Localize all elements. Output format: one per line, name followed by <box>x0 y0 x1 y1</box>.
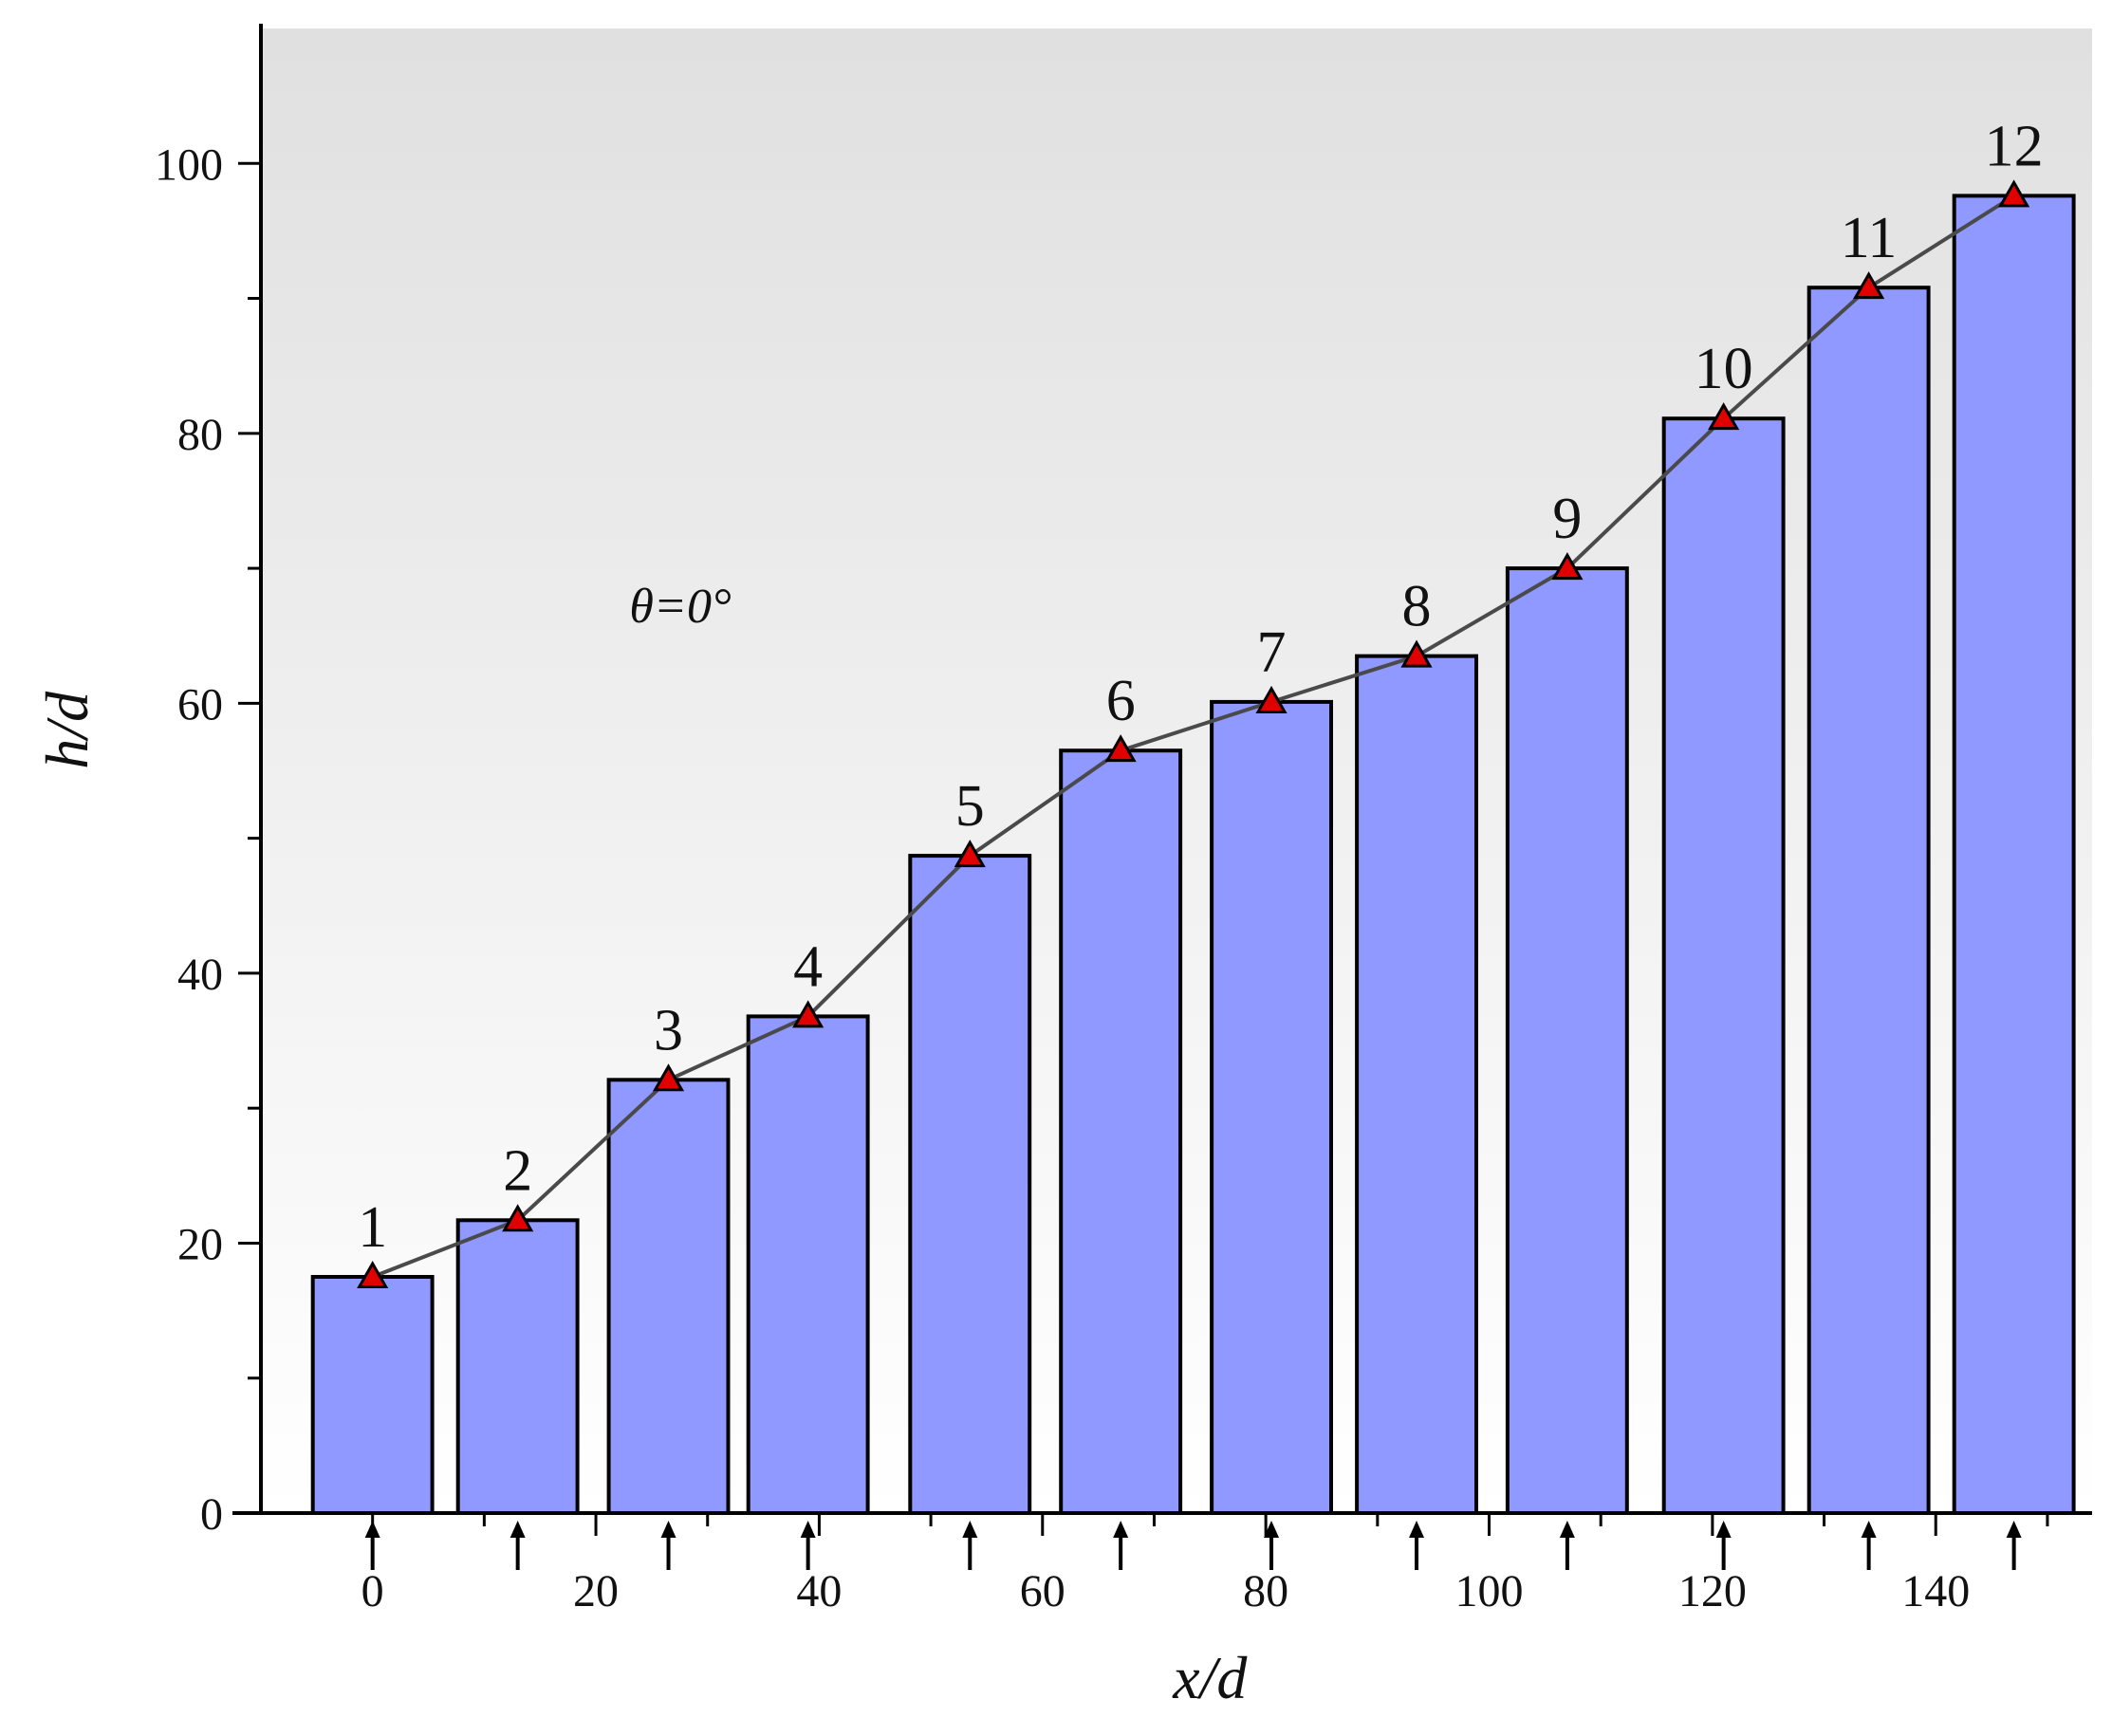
arrow-head <box>1409 1521 1425 1538</box>
marker-12 <box>1998 179 2030 208</box>
axes-group: 0 20 40 60 80 100 0 20 40 60 80 100 120 140 <box>155 24 2092 1616</box>
arrow-7 <box>1264 1521 1280 1570</box>
marker-6 <box>1104 734 1137 763</box>
bar-label-5: 5 <box>955 774 985 839</box>
y-tick-label: 60 <box>177 679 223 729</box>
x-tick-label: 20 <box>573 1566 619 1616</box>
bar-10 <box>1661 416 1786 1516</box>
arrow-head <box>1559 1521 1575 1538</box>
bar-label-3: 3 <box>654 998 683 1062</box>
marker-10 <box>1708 402 1740 431</box>
x-tick-label: 0 <box>361 1566 384 1616</box>
bar-6 <box>1059 748 1183 1515</box>
theta-annotation: θ=0° <box>629 580 731 634</box>
bar-label-7: 7 <box>1257 620 1287 685</box>
arrows-group <box>364 1521 2022 1570</box>
bar-8 <box>1355 654 1478 1515</box>
bar-label-11: 11 <box>1841 206 1898 270</box>
bar-label-6: 6 <box>1106 669 1136 733</box>
y-tick-label: 0 <box>200 1489 223 1540</box>
x-tick-label: 120 <box>1678 1566 1747 1616</box>
bar-3 <box>606 1078 731 1516</box>
arrow-head <box>1861 1521 1877 1538</box>
arrow-10 <box>1715 1521 1732 1570</box>
x-tick-label: 80 <box>1243 1566 1288 1616</box>
x-tick-label: 100 <box>1455 1566 1524 1616</box>
arrow-head <box>364 1521 380 1538</box>
arrow-1 <box>364 1521 380 1570</box>
bar-4 <box>746 1014 870 1515</box>
trend-line-group <box>371 194 2015 1279</box>
bar-label-1: 1 <box>358 1195 387 1260</box>
marker-3 <box>652 1063 685 1092</box>
arrow-6 <box>1113 1521 1129 1570</box>
arrow-head <box>800 1521 816 1538</box>
marker-5 <box>954 840 986 868</box>
marker-2 <box>502 1204 534 1232</box>
bar-9 <box>1505 566 1629 1515</box>
bar-label-4: 4 <box>793 934 823 999</box>
bar-11 <box>1806 286 1931 1516</box>
y-tick-label: 40 <box>177 950 223 1000</box>
bar-2 <box>455 1218 580 1516</box>
arrow-head <box>1264 1521 1280 1538</box>
arrow-head <box>1715 1521 1732 1538</box>
bar-label-8: 8 <box>1402 575 1432 639</box>
bars-group <box>310 194 2076 1516</box>
y-tick-label: 100 <box>155 139 223 190</box>
arrow-3 <box>660 1521 676 1570</box>
arrow-8 <box>1409 1521 1425 1570</box>
x-tick-label: 60 <box>1020 1566 1065 1616</box>
arrow-4 <box>800 1521 816 1570</box>
y-tick-label: 20 <box>177 1219 223 1269</box>
bar-label-10: 10 <box>1695 337 1753 401</box>
marker-11 <box>1853 271 1885 300</box>
bar-1 <box>310 1275 435 1515</box>
x-tick-label: 140 <box>1901 1566 1970 1616</box>
x-tick-label: 40 <box>796 1566 842 1616</box>
arrow-head <box>2006 1521 2022 1538</box>
x-axis-title: x/d <box>1172 1644 1248 1711</box>
marker-1 <box>357 1260 389 1289</box>
arrow-head <box>509 1521 526 1538</box>
arrow-5 <box>962 1521 978 1570</box>
arrow-head <box>1113 1521 1129 1538</box>
bar-7 <box>1210 699 1333 1515</box>
arrow-head <box>660 1521 676 1538</box>
marker-8 <box>1400 639 1433 668</box>
arrow-2 <box>509 1521 526 1570</box>
arrow-head <box>962 1521 978 1538</box>
y-axis-title: h/d <box>33 691 101 769</box>
bar-12 <box>1952 194 2076 1515</box>
bar-label-9: 9 <box>1552 487 1582 551</box>
y-tick-label: 80 <box>177 410 223 460</box>
markers-group <box>357 179 2030 1289</box>
marker-7 <box>1255 685 1288 713</box>
marker-9 <box>1551 552 1584 581</box>
bar-5 <box>908 854 1032 1515</box>
arrow-12 <box>2006 1521 2022 1570</box>
series-line <box>371 194 2015 1279</box>
bar-label-12: 12 <box>1985 114 2044 178</box>
arrow-11 <box>1861 1521 1877 1570</box>
bar-label-2: 2 <box>503 1138 532 1203</box>
arrow-9 <box>1559 1521 1575 1570</box>
marker-4 <box>792 1000 824 1028</box>
